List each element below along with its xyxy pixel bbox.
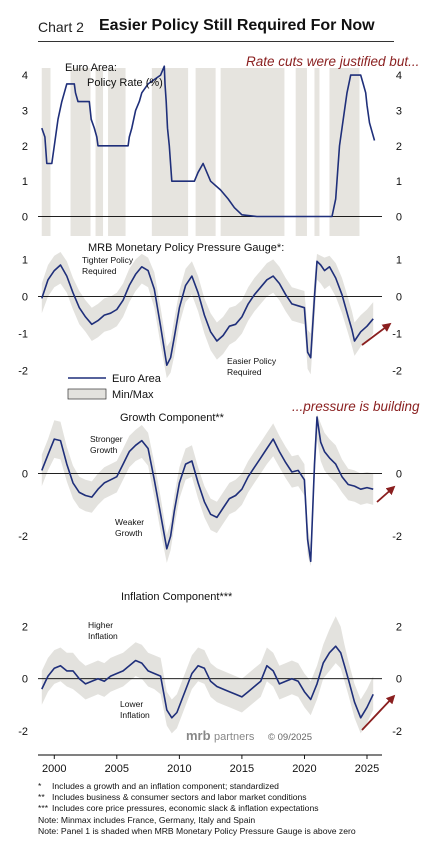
y-tick-label-right: 1	[396, 176, 402, 188]
annotation-rate-cuts: Rate cuts were justified but...	[246, 54, 419, 69]
footnote-text: Note: Minmax includes France, Germany, I…	[38, 814, 256, 825]
footnote-text: Includes a growth and an inflation compo…	[52, 781, 279, 791]
chart-number-label: Chart 2	[38, 19, 84, 35]
series-line	[41, 65, 376, 218]
legend-band-swatch	[67, 388, 107, 400]
y-tick-label-right: 2	[396, 141, 402, 153]
minmax-band	[41, 252, 374, 379]
series-line	[41, 416, 374, 563]
weaker-growth-label: Weaker	[115, 517, 144, 527]
footnote-1: * Includes a growth and an inflation comp…	[38, 781, 438, 792]
y-tick-label-left: -2	[18, 531, 28, 543]
panel-2-title: MRB Monetary Policy Pressure Gauge*:	[88, 242, 284, 254]
y-tick-label-right: -1	[392, 329, 402, 341]
footnote-mark: *	[38, 781, 42, 791]
footnote-mark: ***	[38, 803, 49, 814]
y-tick-label-right: -2	[392, 366, 402, 378]
x-tick-label: 2010	[167, 763, 191, 775]
y-tick-label-right: 0	[396, 212, 402, 224]
y-tick-label-left: 0	[22, 292, 28, 304]
footnote-text: Note: Panel 1 is shaded when MRB Monetar…	[38, 825, 356, 836]
y-tick-label-right: 0	[396, 674, 402, 686]
panel-3-title: Growth Component**	[120, 412, 225, 424]
y-tick-label-right: 2	[396, 622, 402, 634]
arrow-inflation	[361, 694, 396, 731]
shaded-period-9	[314, 68, 320, 236]
y-tick-label-left: -2	[18, 366, 28, 378]
copyright-credit: © 09/2025	[268, 732, 312, 743]
legend-label-euro-area: Euro Area	[112, 373, 162, 385]
title-rule	[38, 41, 394, 42]
stronger-growth-label: Growth	[90, 445, 118, 455]
x-tick-label: 2015	[230, 763, 254, 775]
shaded-period-4	[108, 68, 126, 236]
y-tick-label-left: 1	[22, 254, 28, 266]
legend-label-minmax: Min/Max	[112, 389, 154, 401]
shaded-period-8	[295, 68, 307, 236]
series-line	[41, 645, 374, 719]
y-tick-label-left: 4	[22, 70, 28, 82]
chart-panels: 0 0 1 1 2 2 3 3 4 4 -2 -2 -1 -1 0 0 1 1 -2 -2 0 0 -2 -2 0 0 2 2 Euro…	[18, 54, 420, 775]
footnote-text: Includes core price pressures, economic …	[52, 803, 319, 814]
arrow-pressure-gauge	[361, 322, 392, 346]
panel-4: -2 -2 0 0 2 2	[18, 616, 402, 738]
easier-policy-label: Easier Policy	[227, 356, 277, 366]
easier-policy-label: Required	[227, 367, 262, 377]
lower-inflation-label: Inflation	[120, 710, 150, 720]
footnotes: * Includes a growth and an inflation comp…	[38, 781, 438, 837]
panel-4-title: Inflation Component***	[121, 591, 233, 603]
y-tick-label-left: 2	[22, 622, 28, 634]
footnote-text: Includes business & consumer sectors and…	[52, 792, 307, 803]
x-tick-label: 2025	[355, 763, 379, 775]
weaker-growth-label: Growth	[115, 528, 143, 538]
shaded-period-2	[70, 68, 91, 236]
panel-1-title: Policy Rate (%)	[87, 77, 163, 89]
footnote-5: Note: Panel 1 is shaded when MRB Monetar…	[38, 826, 438, 837]
y-tick-label-left: 1	[22, 176, 28, 188]
y-tick-label-left: -1	[18, 329, 28, 341]
minmax-band	[41, 414, 374, 566]
y-tick-label-right: -2	[392, 726, 402, 738]
series-line	[41, 260, 374, 366]
higher-inflation-label: Higher	[88, 620, 113, 630]
shaded-period-7	[220, 68, 285, 236]
y-tick-label-left: 2	[22, 141, 28, 153]
y-tick-label-left: -2	[18, 726, 28, 738]
tighter-policy-label: Tighter Policy	[82, 255, 134, 265]
footnote-2: ** Includes business & consumer sectors a…	[38, 792, 438, 803]
y-tick-label-left: 0	[22, 212, 28, 224]
footnote-mark: **	[38, 792, 45, 803]
mrb-logo: mrb	[186, 728, 211, 743]
footnote-3: *** Includes core price pressures, econom…	[38, 803, 438, 814]
y-tick-label-right: 3	[396, 105, 402, 117]
y-tick-label-right: 0	[396, 469, 402, 481]
x-tick-label: 2005	[105, 763, 129, 775]
y-tick-label-left: 3	[22, 105, 28, 117]
chart-header: Chart 2 Easier Policy Still Required For…	[0, 0, 443, 44]
lower-inflation-label: Lower	[120, 699, 143, 709]
arrow-growth	[376, 485, 396, 503]
panel-1-title: Euro Area:	[65, 62, 117, 74]
shaded-period-3	[95, 68, 104, 236]
panel-2: -2 -2 -1 -1 0 0 1 1	[18, 252, 402, 379]
tighter-policy-label: Required	[82, 266, 117, 276]
footnote-4: Note: Minmax includes France, Germany, I…	[38, 815, 438, 826]
higher-inflation-label: Inflation	[88, 631, 118, 641]
stronger-growth-label: Stronger	[90, 434, 123, 444]
mrb-logo-word: partners	[214, 731, 255, 743]
x-tick-label: 2020	[292, 763, 316, 775]
y-tick-label-right: 1	[396, 254, 402, 266]
y-tick-label-right: 4	[396, 70, 402, 82]
y-tick-label-left: 0	[22, 674, 28, 686]
panel-1: 0 0 1 1 2 2 3 3 4 4	[22, 65, 402, 236]
y-tick-label-left: 0	[22, 469, 28, 481]
shaded-period-6	[195, 68, 216, 236]
x-tick-label: 2000	[42, 763, 66, 775]
y-tick-label-right: 0	[396, 292, 402, 304]
annotation-pressure-building: ...pressure is building	[292, 399, 420, 414]
y-tick-label-right: -2	[392, 531, 402, 543]
chart-title: Easier Policy Still Required For Now	[99, 17, 375, 34]
panel-3: -2 -2 0 0	[18, 414, 402, 566]
